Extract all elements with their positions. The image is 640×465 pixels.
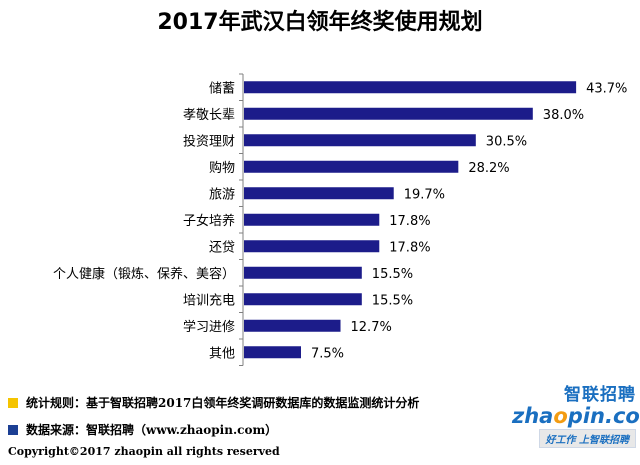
data-label: 38.0% [543, 108, 584, 123]
bar-chart: 储蓄 43.7% 孝敬长辈 38.0% 投资理财 30.5% 购物 28.2% 旅游 19.7% 子… [53, 73, 627, 366]
category-label: 学习进修 [183, 319, 235, 335]
category-label: 购物 [209, 160, 235, 176]
footer-rules-note: 统计规则：基于智联招聘2017白领年终奖调研数据库的数据监测统计分析 [8, 394, 419, 411]
data-label: 17.8% [389, 214, 430, 229]
category-label: 孝敬长辈 [183, 107, 235, 123]
data-label: 12.7% [351, 320, 392, 335]
category-label: 储蓄 [209, 81, 235, 96]
footer-rules-text: 统计规则：基于智联招聘2017白领年终奖调研数据库的数据监测统计分析 [26, 396, 420, 410]
chart-title: 2017年武汉白领年终奖使用规划 [157, 10, 483, 35]
data-label: 15.5% [372, 293, 413, 308]
bar [244, 187, 394, 200]
category-label: 旅游 [209, 187, 235, 202]
logo-chinese-name: 智联招聘 [564, 385, 636, 405]
data-label: 43.7% [586, 81, 627, 96]
bar [244, 107, 533, 120]
logo-domain-part: zha [512, 404, 554, 428]
category-label: 培训充电 [183, 292, 235, 308]
data-label: 19.7% [404, 187, 445, 202]
bar [244, 346, 301, 359]
logo-domain-o: o [553, 404, 568, 428]
bar [244, 266, 362, 279]
bar [244, 319, 341, 332]
bar [244, 134, 476, 147]
bar [244, 160, 459, 173]
logo-slogan: 好工作 上智联招聘 [538, 429, 636, 448]
logo-domain-part: pin.com [567, 404, 640, 428]
logo-domain: zhaopin.com [512, 404, 640, 428]
zhaopin-logo: 智联招聘 zhaopin.com 好工作 上智联招聘 [512, 380, 640, 462]
category-label: 子女培养 [183, 213, 235, 229]
footer-source-text: 数据来源：智联招聘（www.zhaopin.com） [26, 423, 278, 437]
data-label: 17.8% [389, 240, 430, 255]
yellow-square-icon [8, 397, 18, 408]
data-label: 28.2% [468, 161, 509, 176]
category-label: 其他 [209, 346, 235, 361]
blue-square-icon [8, 424, 18, 435]
bar [244, 293, 362, 306]
bar [244, 213, 380, 226]
copyright-text: Copyright©2017 zhaopin all rights reserv… [8, 445, 280, 458]
data-label: 15.5% [372, 267, 413, 282]
category-label: 投资理财 [183, 133, 235, 149]
bar [244, 81, 577, 94]
data-label: 30.5% [486, 134, 527, 149]
category-label: 个人健康（锻炼、保养、美容） [53, 266, 235, 282]
data-label: 7.5% [311, 346, 344, 361]
bar [244, 240, 380, 253]
footer-source-note: 数据来源：智联招聘（www.zhaopin.com） [8, 421, 277, 438]
category-label: 还贷 [209, 240, 235, 255]
